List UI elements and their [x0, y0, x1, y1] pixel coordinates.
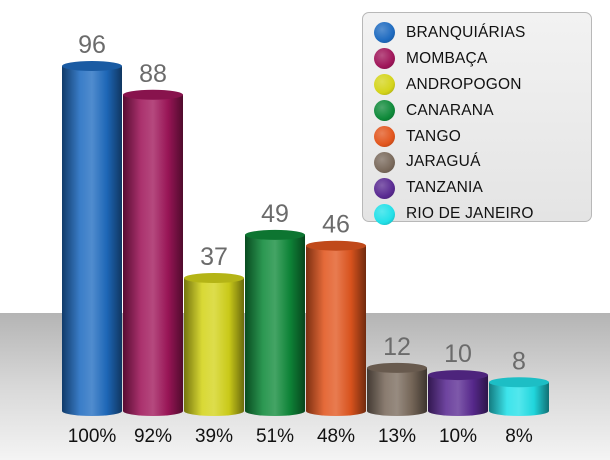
legend-item: MOMBAÇA — [374, 46, 591, 72]
bar-group — [62, 61, 549, 416]
legend-swatch-icon — [374, 203, 395, 225]
bar-top-5 — [306, 240, 366, 251]
legend-swatch-icon — [374, 177, 395, 199]
bar-top-3 — [184, 273, 244, 284]
legend-swatch-icon — [374, 22, 395, 44]
legend-label: JARAGUÁ — [406, 153, 481, 171]
legend-label: TANZANIA — [406, 179, 484, 197]
bar-top-2 — [123, 89, 183, 100]
value-label-7: 10 — [444, 340, 472, 368]
value-label-3: 37 — [200, 243, 228, 271]
bar-top-7 — [428, 370, 488, 381]
percent-label-1: 100% — [68, 426, 117, 447]
bar-8 — [489, 382, 549, 416]
bar-5 — [306, 245, 366, 416]
percent-label-group: 100% 92% 39% 51% 48% 13% 10% 8% — [68, 426, 533, 447]
legend-label: TANGO — [406, 127, 461, 145]
bar-6 — [367, 367, 427, 416]
legend-swatch-icon — [374, 74, 395, 96]
percent-label-5: 48% — [317, 426, 355, 447]
bar-1 — [62, 66, 122, 416]
legend-item: RIO DE JANEIRO — [374, 201, 591, 227]
percent-label-7: 10% — [439, 426, 477, 447]
legend-item: BRANQUIÁRIAS — [374, 20, 591, 46]
legend-item: TANGO — [374, 124, 591, 150]
legend-label: ANDROPOGON — [406, 75, 522, 93]
bar-3 — [184, 278, 244, 416]
legend-item: ANDROPOGON — [374, 72, 591, 98]
legend: BRANQUIÁRIAS MOMBAÇA ANDROPOGON CANARANA TAN… — [362, 12, 592, 225]
legend-item: TANZANIA — [374, 175, 591, 201]
percent-label-4: 51% — [256, 426, 294, 447]
bar-2 — [123, 94, 183, 416]
bar-7 — [428, 375, 488, 416]
value-label-6: 12 — [383, 333, 411, 361]
bar-4 — [245, 234, 305, 416]
bar-top-1 — [62, 61, 122, 71]
legend-label: RIO DE JANEIRO — [406, 205, 534, 223]
value-label-1: 96 — [78, 31, 106, 59]
legend-swatch-icon — [374, 100, 395, 122]
legend-label: MOMBAÇA — [406, 49, 488, 67]
value-label-2: 88 — [139, 60, 167, 88]
value-label-4: 49 — [261, 200, 289, 228]
bar-top-8 — [489, 377, 549, 388]
legend-swatch-icon — [374, 151, 395, 173]
legend-item: JARAGUÁ — [374, 149, 591, 175]
bar-top-4 — [245, 229, 305, 240]
percent-label-8: 8% — [505, 426, 533, 447]
legend-label: CANARANA — [406, 101, 494, 119]
legend-swatch-icon — [374, 126, 395, 147]
legend-item: CANARANA — [374, 98, 591, 124]
percent-label-3: 39% — [195, 426, 233, 447]
value-label-8: 8 — [512, 347, 526, 375]
legend-label: BRANQUIÁRIAS — [406, 23, 526, 41]
percent-label-6: 13% — [378, 426, 416, 447]
percent-label-2: 92% — [134, 426, 172, 447]
value-label-group: 96 88 37 49 46 12 10 8 — [78, 31, 526, 375]
legend-swatch-icon — [374, 48, 395, 70]
value-label-5: 46 — [322, 211, 350, 239]
bar-top-6 — [367, 362, 427, 373]
